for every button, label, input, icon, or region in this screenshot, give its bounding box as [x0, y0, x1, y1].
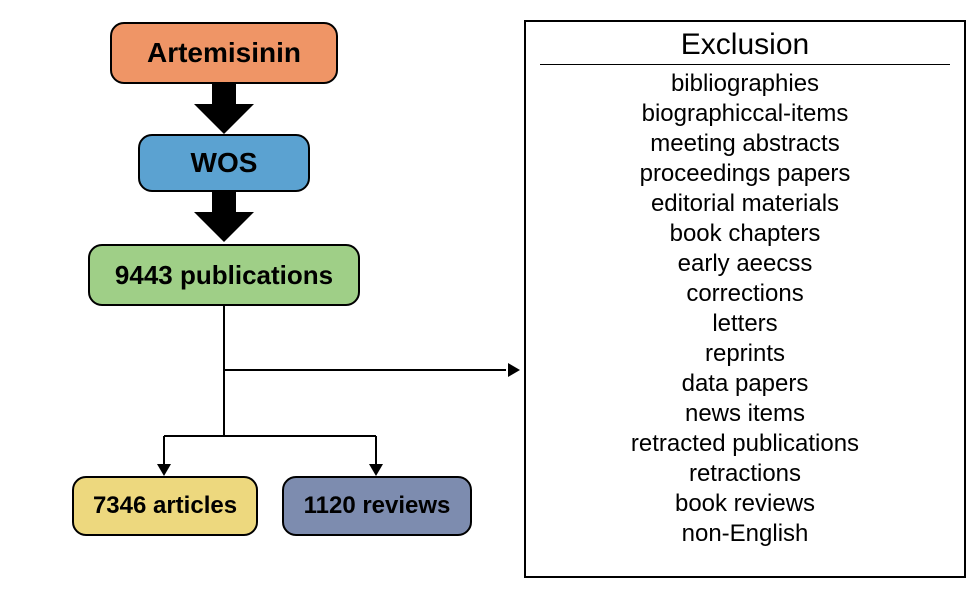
exclusion-title: Exclusion	[526, 22, 964, 64]
node-database-label: WOS	[191, 147, 258, 179]
exclusion-item: meeting abstracts	[526, 129, 964, 159]
node-articles: 7346 articles	[72, 476, 258, 536]
exclusion-item: corrections	[526, 279, 964, 309]
node-database: WOS	[138, 134, 310, 192]
exclusion-item: retracted publications	[526, 429, 964, 459]
exclusion-item: reprints	[526, 339, 964, 369]
node-topic: Artemisinin	[110, 22, 338, 84]
node-total-label: 9443 publications	[115, 260, 333, 291]
node-articles-label: 7346 articles	[93, 492, 237, 520]
exclusion-item: letters	[526, 309, 964, 339]
diagram-canvas: Artemisinin WOS 9443 publications 7346 a…	[0, 0, 976, 594]
exclusion-item: bibliographies	[526, 69, 964, 99]
exclusion-item: book chapters	[526, 219, 964, 249]
exclusion-panel: Exclusion bibliographiesbiographiccal-it…	[524, 20, 966, 578]
node-topic-label: Artemisinin	[147, 37, 301, 69]
node-reviews: 1120 reviews	[282, 476, 472, 536]
node-reviews-label: 1120 reviews	[304, 492, 451, 520]
exclusion-list: bibliographiesbiographiccal-itemsmeeting…	[526, 69, 964, 549]
exclusion-item: editorial materials	[526, 189, 964, 219]
exclusion-item: data papers	[526, 369, 964, 399]
exclusion-item: biographiccal-items	[526, 99, 964, 129]
exclusion-item: proceedings papers	[526, 159, 964, 189]
divider	[540, 64, 950, 65]
exclusion-item: news items	[526, 399, 964, 429]
node-total-publications: 9443 publications	[88, 244, 360, 306]
down-arrow-icon	[194, 84, 254, 134]
exclusion-item: non-English	[526, 519, 964, 549]
exclusion-item: early aeecss	[526, 249, 964, 279]
exclusion-item: retractions	[526, 459, 964, 489]
exclusion-item: book reviews	[526, 489, 964, 519]
down-arrow-icon	[194, 192, 254, 242]
